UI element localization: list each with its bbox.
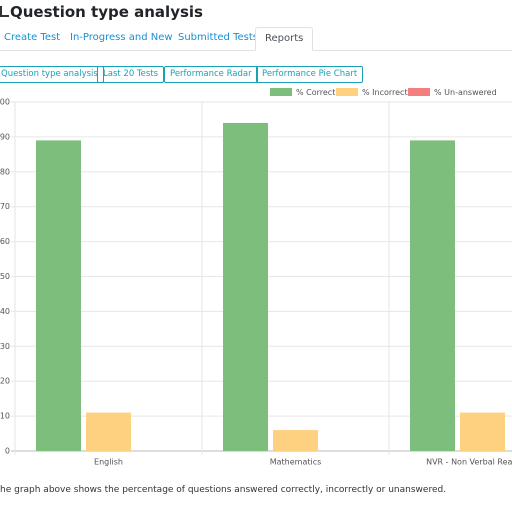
button[interactable]: Last 20 Tests bbox=[97, 66, 165, 83]
page-title: Question type analysis bbox=[0, 3, 203, 21]
bar bbox=[223, 122, 268, 451]
x-tick-label: English bbox=[94, 458, 123, 467]
button[interactable]: Performance Radar bbox=[164, 66, 258, 83]
legend-label: % Un-answered bbox=[434, 88, 497, 97]
legend-swatch bbox=[408, 88, 430, 96]
tab[interactable]: In-Progress and New bbox=[70, 32, 173, 43]
y-tick-label: 60 bbox=[0, 237, 10, 246]
y-tick-label: 90 bbox=[0, 132, 10, 141]
legend-label: % Incorrect bbox=[362, 88, 408, 97]
tab[interactable]: Submitted Tests bbox=[178, 32, 258, 43]
y-tick-label: 70 bbox=[0, 202, 10, 211]
y-tick-label: 80 bbox=[0, 167, 10, 176]
bar bbox=[410, 140, 455, 451]
bar bbox=[86, 412, 131, 451]
chart-icon bbox=[0, 6, 9, 17]
x-tick-label: Mathematics bbox=[270, 458, 322, 467]
y-tick-label: 30 bbox=[0, 342, 10, 351]
x-tick-label: NVR - Non Verbal Reasoning bbox=[426, 458, 512, 467]
legend-label: % Correct bbox=[296, 88, 335, 97]
y-tick-label: 50 bbox=[0, 272, 10, 281]
tab[interactable]: Create Test bbox=[4, 32, 61, 43]
y-tick-label: 0 bbox=[5, 447, 10, 456]
y-tick-label: 20 bbox=[0, 377, 10, 386]
tab-bar: Create Test In-Progress and New Submitte… bbox=[0, 27, 512, 51]
button[interactable]: Question type analysis bbox=[0, 66, 104, 83]
bar bbox=[36, 140, 81, 451]
chart-caption: he graph above shows the percentage of q… bbox=[0, 485, 447, 495]
tab[interactable]: Reports bbox=[255, 27, 314, 51]
title-text: Question type analysis bbox=[10, 3, 203, 21]
bar bbox=[460, 412, 505, 451]
y-tick-label: 100 bbox=[0, 98, 10, 107]
legend-swatch bbox=[270, 88, 292, 96]
bar bbox=[273, 430, 318, 451]
y-tick-label: 40 bbox=[0, 307, 10, 316]
button[interactable]: Performance Pie Chart bbox=[256, 66, 364, 83]
y-tick-label: 10 bbox=[0, 412, 10, 421]
legend-swatch bbox=[336, 88, 358, 96]
